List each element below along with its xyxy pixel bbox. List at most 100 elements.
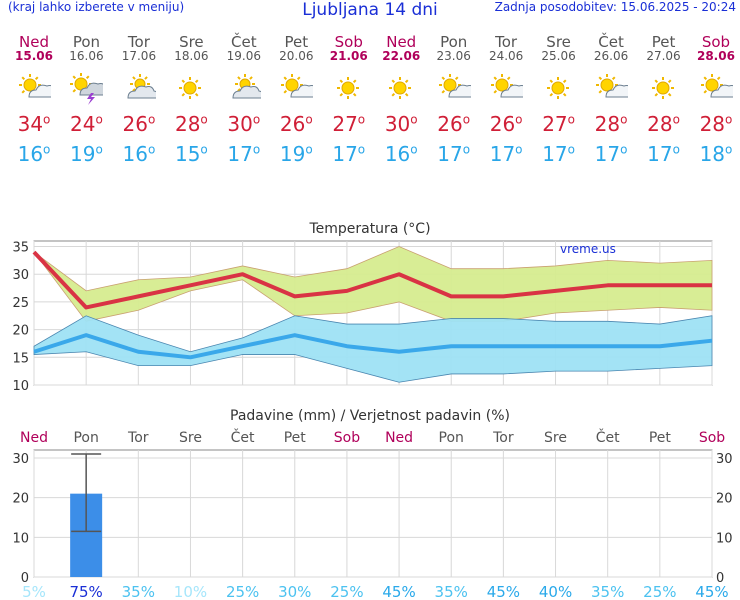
- min-temperature: 17o: [585, 142, 637, 166]
- max-temperature: 34o: [8, 112, 60, 136]
- rain-probability: 35%: [591, 583, 624, 600]
- max-temperature: 28o: [585, 112, 637, 136]
- min-temperature-value: 16: [122, 142, 148, 166]
- day-header: Ned 15.06: [8, 34, 60, 63]
- day-name: Sob: [701, 33, 731, 51]
- degree-sign: o: [567, 112, 575, 127]
- max-temperature: 26o: [270, 112, 322, 136]
- rain-probability: 45%: [382, 583, 415, 600]
- degree-sign: o: [305, 142, 313, 157]
- x-tick-label: Pet: [284, 430, 307, 446]
- day-header: Čet 26.06: [585, 34, 637, 63]
- watermark: vreme.us: [560, 242, 616, 256]
- day-date: 22.06: [382, 49, 421, 63]
- day-date: 15.06: [15, 49, 53, 63]
- degree-sign: o: [515, 112, 523, 127]
- y-tick-label-right: 10: [716, 531, 733, 546]
- day-name: Sre: [546, 33, 571, 51]
- y-tick-label-right: 0: [716, 571, 724, 586]
- y-tick-label: 35: [12, 241, 29, 256]
- y-tick-label: 10: [12, 379, 29, 394]
- min-temperature: 17o: [323, 142, 375, 166]
- partly-sunny-icon: [585, 73, 638, 103]
- day-header: Tor 24.06: [480, 34, 532, 63]
- degree-sign: o: [357, 142, 366, 157]
- rain-probability: 25%: [226, 583, 259, 600]
- max-temp-line: [32, 250, 712, 310]
- x-tick-label: Sre: [544, 430, 567, 446]
- degree-sign: o: [672, 112, 680, 127]
- degree-sign: o: [620, 112, 628, 127]
- rain-probability: 25%: [643, 583, 676, 600]
- max-temperature-value: 30: [227, 112, 253, 136]
- day-date: 23.06: [436, 49, 471, 63]
- degree-sign: o: [462, 142, 471, 157]
- min-temperature-value: 15: [174, 142, 201, 166]
- region-hint: (kraj lahko izberete v meniju): [8, 0, 185, 14]
- max-temperature: 30o: [218, 112, 270, 136]
- day-date: 16.06: [69, 49, 104, 63]
- partly-sunny-icon: [8, 73, 61, 103]
- min-temperature-value: 18: [699, 142, 726, 166]
- max-temperature-value: 27: [542, 112, 568, 136]
- min-temperature: 15o: [165, 142, 217, 166]
- day-header: Sob 28.06: [690, 34, 740, 63]
- day-header: Sre 18.06: [165, 34, 217, 63]
- y-tick-label: 15: [12, 351, 29, 366]
- degree-sign: o: [357, 112, 366, 127]
- min-temperature-value: 17: [489, 142, 516, 166]
- day-name: Pon: [440, 33, 468, 51]
- min-temperature: 16o: [8, 142, 60, 166]
- y-tick-label: 20: [12, 324, 29, 339]
- day-name: Čet: [231, 33, 257, 51]
- sunny-icon: [638, 73, 690, 103]
- degree-sign: o: [252, 112, 261, 127]
- day-date: 28.06: [696, 49, 735, 63]
- max-temperature-value: 30: [384, 112, 411, 136]
- day-name: Čet: [598, 33, 624, 51]
- min-temperature-value: 17: [227, 142, 253, 166]
- y-tick-label: 0: [21, 571, 29, 586]
- max-temperature: 26o: [480, 112, 532, 136]
- day-name: Pon: [72, 33, 101, 51]
- day-date: 24.06: [488, 49, 524, 63]
- rain-probability: 25%: [330, 583, 363, 600]
- precipitation-chart: Padavine (mm) / Verjetnost padavin (%) Ne…: [12, 408, 733, 600]
- y-tick-label-right: 20: [716, 492, 733, 507]
- x-tick-label: Čet: [231, 428, 255, 446]
- max-temperature-value: 28: [699, 112, 726, 136]
- y-tick-label: 10: [12, 531, 29, 546]
- day-header: Ned 22.06: [375, 34, 427, 63]
- min-temperature: 17o: [480, 142, 532, 166]
- min-temp-line: [33, 333, 713, 360]
- day-name: Tor: [127, 33, 150, 51]
- rain-probability: 35%: [435, 583, 468, 600]
- chart-title: Padavine (mm) / Verjetnost padavin (%): [230, 408, 510, 424]
- max-temperature: 27o: [323, 112, 375, 136]
- temperature-chart: 10 15 20 25 30 35 Temperatura (°C) vreme.us: [12, 221, 713, 394]
- max-temperature: 27o: [533, 112, 585, 136]
- day-header: Sob 21.06: [323, 34, 375, 63]
- day-name: Tor: [495, 33, 518, 51]
- x-tick-label: Tor: [492, 430, 514, 446]
- degree-sign: o: [567, 142, 575, 157]
- max-temperature: 26o: [113, 112, 165, 136]
- degree-sign: o: [410, 142, 418, 157]
- degree-sign: o: [147, 142, 156, 157]
- x-tick-label: Ned: [385, 430, 413, 446]
- min-temperature-value: 17: [647, 142, 673, 166]
- y-tick-label-right: 30: [716, 452, 733, 467]
- day-header: Pet 20.06: [270, 34, 322, 63]
- min-temperature: 17o: [428, 142, 480, 166]
- max-temperature-value: 27: [332, 112, 358, 136]
- y-tick-label: 30: [12, 452, 29, 467]
- degree-sign: o: [200, 142, 208, 157]
- y-tick-label: 25: [12, 296, 29, 311]
- min-temperature-value: 19: [70, 142, 96, 166]
- min-temperature: 16o: [375, 142, 427, 166]
- degree-sign: o: [147, 112, 156, 127]
- degree-sign: o: [620, 142, 628, 157]
- degree-sign: o: [725, 142, 733, 157]
- max-temperature-value: 24: [70, 112, 96, 136]
- day-header: Sre 25.06: [533, 34, 585, 63]
